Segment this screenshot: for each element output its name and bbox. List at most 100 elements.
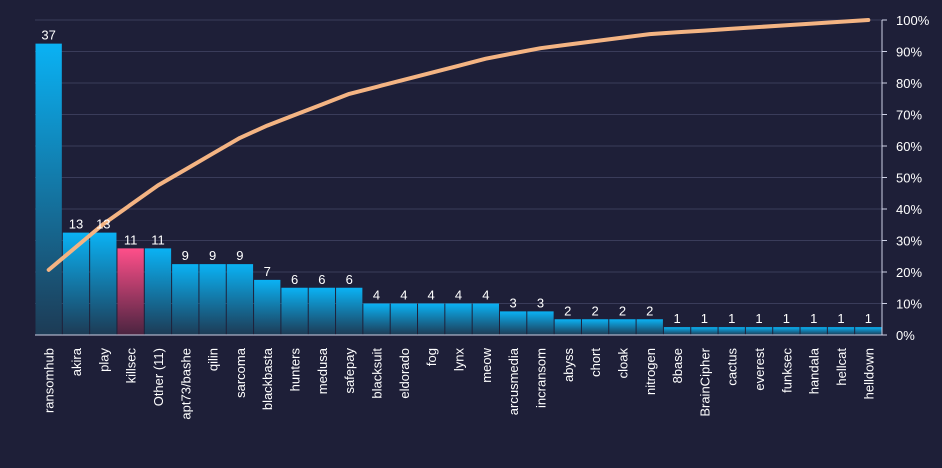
bar-value-label: 4 (400, 288, 407, 303)
category-label: eldorado (397, 348, 412, 399)
bar-value-label: 37 (41, 28, 55, 43)
category-label: meow (479, 347, 494, 382)
bar-value-label: 11 (151, 232, 165, 247)
bar-value-label: 9 (236, 248, 243, 263)
bar-value-label: 2 (619, 303, 626, 318)
category-label: everest (752, 348, 767, 391)
cumulative-percent-line (46, 18, 871, 272)
bar-value-label: 13 (96, 217, 110, 232)
y2-tick-label: 60% (896, 139, 922, 154)
bar-arcusmedia (499, 311, 527, 335)
bar-sarcoma (226, 264, 254, 335)
bar-nitrogen (636, 319, 663, 335)
y2-tick-label: 90% (896, 45, 922, 60)
bar-helldown (855, 327, 882, 335)
axis-layer (35, 19, 887, 336)
bar-value-label: 13 (69, 217, 83, 232)
category-label: hunters (288, 348, 303, 392)
bar-fog (418, 303, 445, 335)
bar-everest (745, 327, 773, 335)
bar-lynx (445, 303, 472, 335)
y2-tick-label: 10% (896, 297, 922, 312)
category-label: cloak (615, 348, 630, 379)
bar-incransom (527, 311, 554, 335)
bar-value-label: 6 (318, 272, 325, 287)
bar-Other (11) (144, 248, 172, 335)
bar-value-label: 3 (537, 295, 544, 310)
bar-blackbasta (254, 279, 281, 335)
bar-value-label: 1 (783, 311, 790, 326)
bar-value-label: 6 (346, 272, 353, 287)
bar-value-label: 2 (564, 303, 571, 318)
category-label: Other (11) (151, 348, 166, 406)
category-label: incransom (533, 348, 548, 408)
bar-value-label: 4 (455, 288, 462, 303)
bar-eldorado (390, 303, 418, 335)
bar-blacksuit (363, 303, 390, 335)
bar-apt73/bashe (172, 264, 199, 335)
cumulative-line-layer (46, 18, 871, 272)
category-label: 8base (670, 348, 685, 383)
category-label: blackbasta (260, 347, 275, 410)
bar-play (90, 232, 117, 335)
bar-funksec (773, 327, 800, 335)
bar-layer (35, 43, 882, 335)
bar-value-label: 2 (591, 303, 598, 318)
bar-hellcat (827, 327, 855, 335)
bar-chort (581, 319, 609, 335)
bar-meow (472, 303, 499, 335)
y2-tick-label: 80% (896, 76, 922, 91)
bar-value-label: 9 (209, 248, 216, 263)
category-label: akira (69, 347, 84, 376)
bar-value-label: 11 (124, 232, 138, 247)
category-label: safepay (342, 348, 357, 394)
category-label: handala (807, 347, 822, 394)
bar-safepay (336, 287, 363, 335)
label-layer: 0%10%20%30%40%50%60%70%80%90%100%37ranso… (41, 13, 929, 420)
bar-ransomhub (35, 43, 62, 335)
category-label: arcusmedia (506, 347, 521, 415)
bar-BrainCipher (691, 327, 718, 335)
category-label: funksec (779, 348, 794, 393)
bar-8base (663, 327, 691, 335)
y2-tick-label: 30% (896, 234, 922, 249)
bar-abyss (554, 319, 581, 335)
bar-value-label: 1 (728, 311, 735, 326)
category-label: ransomhub (42, 348, 57, 413)
bar-hunters (281, 287, 308, 335)
category-label: apt73/bashe (178, 348, 193, 420)
y2-tick-label: 70% (896, 108, 922, 123)
category-label: qilin (206, 348, 221, 371)
y2-tick-label: 100% (896, 13, 930, 28)
bar-value-label: 1 (865, 311, 872, 326)
category-label: hellcat (834, 348, 849, 386)
category-label: sarcoma (233, 347, 248, 398)
bar-value-label: 3 (510, 295, 517, 310)
bar-value-label: 1 (810, 311, 817, 326)
category-label: medusa (315, 347, 330, 394)
bar-value-label: 1 (701, 311, 708, 326)
bar-value-label: 7 (264, 264, 271, 279)
category-label: nitrogen (643, 348, 658, 395)
bar-akira (62, 232, 90, 335)
bar-value-label: 9 (182, 248, 189, 263)
bar-value-label: 4 (373, 288, 380, 303)
category-label: helldown (861, 348, 876, 399)
bar-qilin (199, 264, 226, 335)
bar-value-label: 4 (428, 288, 435, 303)
bar-value-label: 2 (646, 303, 653, 318)
bar-handala (800, 327, 827, 335)
category-label: abyss (561, 348, 576, 382)
bar-medusa (308, 287, 336, 335)
bar-value-label: 1 (755, 311, 762, 326)
y2-tick-label: 40% (896, 202, 922, 217)
category-label: killsec (124, 348, 139, 384)
bar-value-label: 1 (837, 311, 844, 326)
bar-value-label: 6 (291, 272, 298, 287)
category-label: chort (588, 348, 603, 377)
bar-cactus (718, 327, 745, 335)
category-label: cactus (725, 348, 740, 386)
y2-tick-label: 50% (896, 171, 922, 186)
